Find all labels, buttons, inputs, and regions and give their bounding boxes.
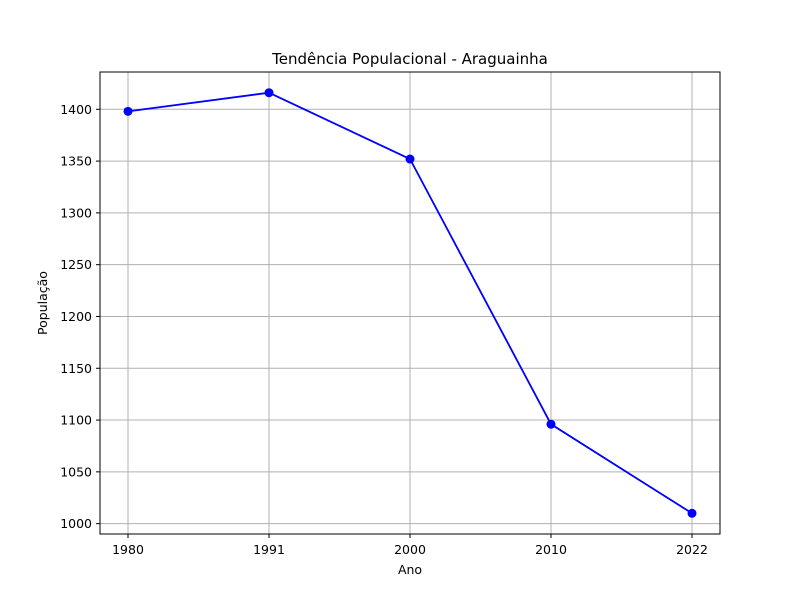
x-tick-label: 1980 bbox=[112, 542, 144, 557]
chart-title: Tendência Populacional - Araguainha bbox=[271, 50, 548, 68]
data-point bbox=[123, 106, 133, 116]
y-tick-label: 1300 bbox=[60, 205, 92, 220]
axis-ticks: 1980 1991 2000 2010 2022 1000 1050 1100 1150 1200… bbox=[60, 102, 708, 557]
grid bbox=[100, 72, 720, 534]
y-tick-label: 1250 bbox=[60, 257, 92, 272]
data-point bbox=[405, 154, 415, 164]
y-tick-label: 1000 bbox=[60, 516, 92, 531]
y-tick-label: 1200 bbox=[60, 309, 92, 324]
y-tick-label: 1050 bbox=[60, 464, 92, 479]
x-tick-label: 2000 bbox=[394, 542, 426, 557]
data-point bbox=[687, 508, 697, 518]
y-tick-label: 1400 bbox=[60, 102, 92, 117]
data-point bbox=[546, 419, 556, 429]
y-axis-label: População bbox=[35, 271, 50, 335]
x-axis-label: Ano bbox=[398, 562, 422, 577]
series-layer bbox=[123, 88, 697, 518]
x-tick-label: 1991 bbox=[253, 542, 285, 557]
x-tick-label: 2010 bbox=[535, 542, 567, 557]
y-tick-label: 1100 bbox=[60, 413, 92, 428]
data-point bbox=[264, 88, 274, 98]
y-tick-label: 1350 bbox=[60, 154, 92, 169]
x-tick-label: 2022 bbox=[676, 542, 708, 557]
y-tick-label: 1150 bbox=[60, 361, 92, 376]
